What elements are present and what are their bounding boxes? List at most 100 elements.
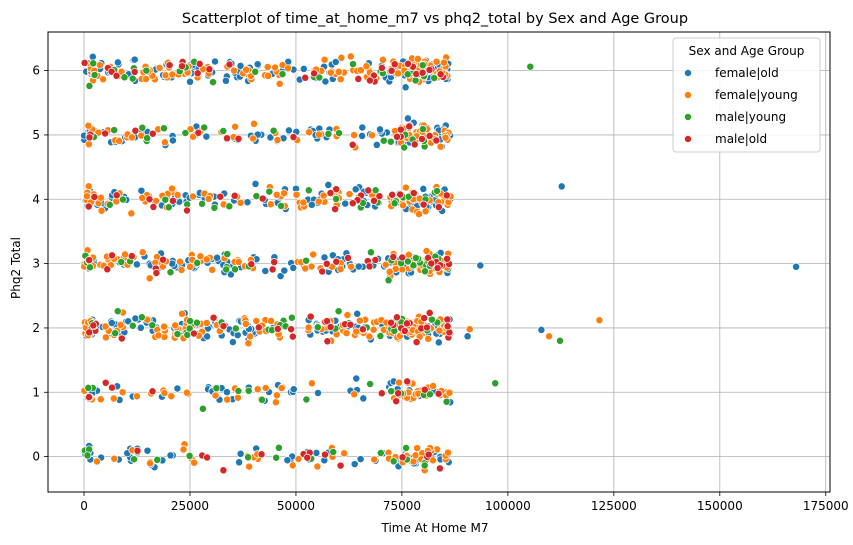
data-point	[89, 59, 98, 68]
y-tick-label: 4	[32, 192, 40, 206]
data-point	[136, 323, 145, 332]
data-point	[137, 313, 146, 322]
data-point	[266, 133, 275, 142]
data-point	[294, 455, 303, 463]
data-point	[194, 128, 203, 137]
data-point	[253, 60, 262, 69]
data-point	[341, 199, 350, 208]
data-point	[90, 71, 99, 79]
data-point	[216, 192, 225, 201]
x-tick-label: 0	[80, 499, 88, 513]
data-point	[193, 258, 202, 267]
data-point	[334, 67, 343, 76]
data-point	[344, 253, 352, 262]
data-point	[346, 52, 355, 61]
data-point	[84, 202, 93, 211]
data-point	[272, 190, 281, 199]
data-point	[348, 199, 357, 208]
data-point	[243, 198, 252, 207]
legend-marker	[684, 135, 692, 143]
data-point	[307, 200, 316, 209]
data-point	[198, 199, 207, 208]
data-point	[188, 192, 197, 201]
data-point	[109, 394, 118, 403]
data-point	[370, 196, 378, 205]
data-point	[246, 332, 255, 341]
legend: Sex and Age Group female|old female|young m…	[672, 37, 821, 153]
data-point	[348, 140, 357, 149]
data-point	[403, 377, 412, 386]
data-point	[213, 253, 222, 262]
data-point	[313, 462, 322, 471]
data-point	[335, 129, 343, 138]
data-point	[336, 75, 345, 84]
data-point	[284, 126, 293, 135]
data-point	[280, 189, 289, 198]
data-point	[204, 194, 213, 203]
data-point	[95, 61, 104, 70]
data-point	[148, 321, 157, 330]
data-point	[312, 448, 321, 457]
data-point	[411, 254, 420, 262]
data-point	[378, 55, 387, 64]
data-point	[329, 448, 338, 456]
data-point	[85, 133, 94, 142]
data-point	[148, 387, 157, 396]
data-point	[222, 265, 231, 274]
data-point	[388, 190, 397, 199]
data-point	[203, 332, 212, 341]
y-tick-label: 1	[32, 385, 40, 399]
y-axis-label: Phq2 Total	[9, 237, 23, 299]
data-point	[84, 121, 93, 130]
data-point	[320, 55, 329, 64]
data-point	[358, 131, 367, 140]
data-point	[350, 390, 359, 399]
data-point	[245, 462, 254, 471]
data-point	[83, 192, 91, 201]
data-point	[80, 58, 89, 67]
x-tick-label: 100000	[485, 499, 531, 513]
data-point	[130, 67, 139, 76]
x-axis-ticks: 0 25000 50000 75000 100000 125000 150000 175000	[80, 492, 849, 513]
data-point	[173, 330, 182, 339]
data-point	[301, 73, 310, 82]
data-point	[152, 269, 161, 277]
data-point	[476, 261, 485, 270]
legend-marker	[684, 113, 692, 121]
data-point	[221, 76, 230, 85]
data-point	[142, 75, 150, 83]
data-point	[379, 136, 388, 145]
data-point	[177, 265, 186, 274]
legend-entry: female|young	[715, 88, 798, 102]
data-point	[368, 131, 376, 140]
data-point	[396, 190, 405, 199]
data-point	[314, 197, 323, 206]
data-point	[436, 70, 445, 79]
data-point	[274, 443, 283, 452]
data-point	[356, 455, 365, 464]
data-point	[148, 129, 157, 138]
x-axis-label: Time At Home M7	[381, 521, 489, 535]
data-point	[440, 58, 448, 67]
data-point	[211, 57, 219, 66]
data-point	[200, 123, 209, 132]
data-point	[202, 319, 211, 327]
data-point	[186, 317, 195, 325]
data-point	[85, 328, 94, 337]
data-point	[354, 262, 363, 271]
data-point	[84, 140, 93, 149]
data-point	[419, 200, 428, 209]
data-point	[202, 132, 211, 141]
data-point	[442, 191, 451, 200]
data-point	[113, 58, 122, 67]
data-point	[386, 137, 395, 146]
data-point	[419, 184, 428, 193]
data-point	[491, 379, 500, 388]
data-point	[321, 450, 329, 459]
data-point	[400, 326, 409, 335]
data-point	[210, 203, 219, 212]
data-point	[195, 59, 204, 68]
data-point	[425, 390, 434, 399]
data-point	[336, 461, 345, 470]
